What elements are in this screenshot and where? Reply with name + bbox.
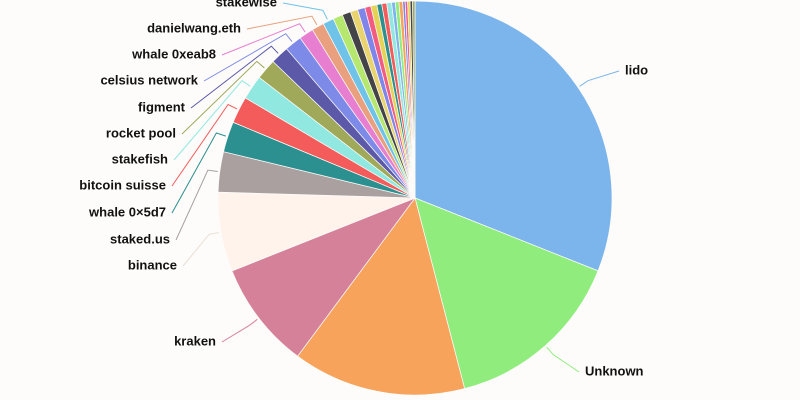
leader-line: [546, 346, 580, 373]
leader-line: [175, 169, 218, 241]
slice-label: bitcoin suisse: [79, 177, 166, 192]
leader-line: [203, 33, 293, 82]
leader-line: [221, 318, 258, 343]
leader-line: [173, 80, 251, 161]
slice-label: kraken: [174, 333, 216, 348]
slice-label: whale 0×5d7: [88, 204, 166, 219]
slice-label: whale 0xeab8: [131, 46, 216, 61]
pie-slice: [231, 197, 417, 357]
leader-line: [181, 60, 265, 135]
leader-line: [190, 45, 279, 109]
slice-label: celsius network: [100, 72, 198, 87]
leader-line: [282, 2, 328, 20]
leader-line: [221, 23, 306, 56]
slice-label: Unknown: [585, 363, 644, 378]
leader-line: [171, 132, 227, 214]
slice-label: staked.us: [110, 231, 170, 246]
pie-slice: [297, 197, 466, 396]
slice-label: figment: [138, 99, 186, 114]
slice-label: stakefish: [112, 151, 168, 166]
slice-label: danielwang.eth: [147, 20, 241, 35]
leader-line: [182, 232, 220, 267]
slice-label: stakewise: [216, 0, 277, 9]
pie-slice: [414, 0, 613, 272]
pie-slice: [412, 0, 416, 199]
leader-line: [171, 103, 238, 187]
pie-slice: [414, 197, 599, 390]
leader-line: [246, 15, 318, 30]
slice-label: lido: [625, 62, 648, 77]
leader-line: [579, 70, 620, 87]
slice-label: binance: [128, 257, 177, 272]
slice-label: rocket pool: [106, 125, 176, 140]
